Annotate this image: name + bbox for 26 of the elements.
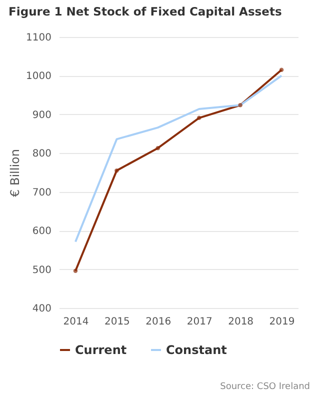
y-tick-label: 1000 — [26, 71, 52, 82]
y-tick-label: 900 — [32, 110, 52, 121]
y-tick-label: 600 — [32, 226, 52, 238]
source-note: Source: CSO Ireland — [220, 382, 310, 392]
x-tick-label: 2016 — [146, 316, 172, 328]
point — [279, 68, 284, 72]
y-tick-label: 700 — [32, 187, 52, 198]
line-series — [74, 74, 283, 243]
y-tick-label: 500 — [32, 264, 52, 276]
x-tick-label: 2019 — [269, 316, 295, 328]
point — [156, 146, 160, 150]
y-axis-title: € Billion — [8, 149, 22, 197]
legend-label: Current — [75, 343, 127, 357]
point — [73, 268, 78, 273]
y-tick-label: 1100 — [26, 32, 52, 44]
point — [114, 168, 119, 173]
point — [238, 103, 242, 108]
x-tick-label: 2018 — [228, 316, 254, 328]
legend-label: Constant — [166, 343, 228, 357]
x-tick-label: 2015 — [104, 316, 130, 328]
x-tick-label: 2014 — [63, 316, 89, 328]
y-tick-label: 400 — [32, 304, 52, 314]
x-tick-label: 2017 — [186, 316, 212, 328]
y-tick-label: 800 — [32, 148, 52, 160]
chart-title: Figure 1 Net Stock of Fixed Capital Assets — [8, 4, 282, 18]
point — [196, 116, 202, 120]
